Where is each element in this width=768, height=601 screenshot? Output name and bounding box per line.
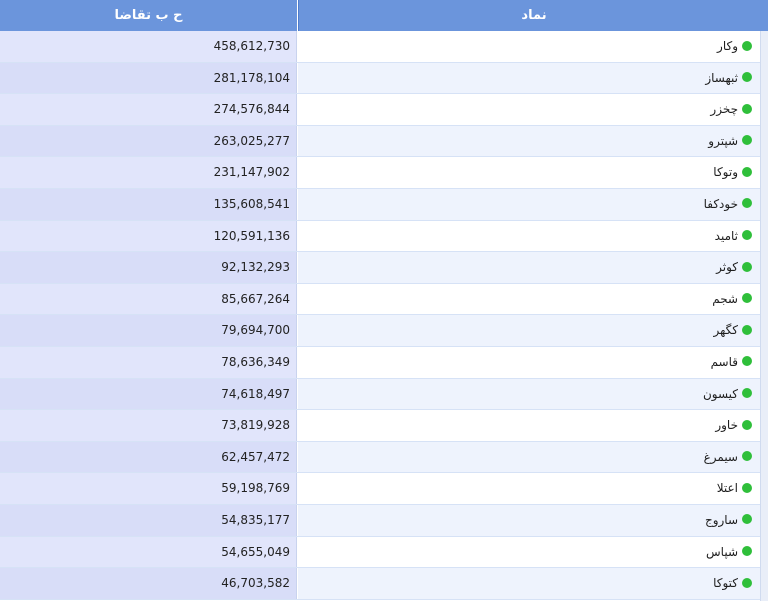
symbol-name: وکار	[717, 39, 738, 53]
table-body: 458,612,730 وکار 281,178,104 ثبهساز 274,576,…	[0, 31, 768, 600]
demand-value-cell: 120,591,136	[0, 220, 297, 252]
demand-value-cell: 458,612,730	[0, 31, 297, 62]
table-row[interactable]: 85,667,264 شجم	[0, 283, 768, 316]
table-row[interactable]: 231,147,902 وتوکا	[0, 157, 768, 189]
status-dot-icon	[742, 324, 752, 335]
demand-value-cell: 54,655,049	[0, 536, 297, 568]
symbol-name: کیسون	[702, 386, 738, 401]
demand-value-cell: 78,636,349	[0, 346, 297, 378]
symbol-name: سیمرغ	[703, 449, 738, 464]
table-row[interactable]: 274,576,844 چخزر	[0, 94, 768, 126]
status-dot-icon	[742, 451, 752, 462]
symbol-cell[interactable]: وتوکا	[298, 157, 760, 188]
symbol-name: اعتلا	[716, 481, 738, 496]
demand-value-cell: 263,025,277	[0, 125, 297, 157]
table-row[interactable]: 78,636,349 قاسم	[0, 346, 768, 379]
symbol-cell[interactable]: کتوکا	[298, 568, 760, 599]
table-row[interactable]: 92,132,293 کوثر	[0, 252, 768, 284]
symbol-name: ثامید	[714, 228, 738, 243]
symbol-cell[interactable]: ساروج	[298, 504, 760, 536]
symbol-cell[interactable]: سیمرغ	[298, 441, 760, 473]
table-row[interactable]: 79,694,700 کگهر	[0, 315, 768, 347]
status-dot-icon	[742, 261, 752, 272]
table-row[interactable]: 135,608,541 خودکفا	[0, 188, 768, 221]
table-row[interactable]: 54,835,177 ساروج	[0, 504, 768, 537]
symbol-cell[interactable]: کگهر	[298, 315, 760, 346]
status-dot-icon	[742, 388, 752, 399]
status-dot-icon	[742, 135, 752, 146]
status-dot-icon	[742, 514, 752, 525]
symbol-cell[interactable]: خودکفا	[298, 188, 760, 220]
scrollbar-track[interactable]	[760, 31, 768, 601]
symbol-name: کوثر	[716, 260, 738, 275]
status-dot-icon	[742, 72, 752, 83]
symbol-cell[interactable]: کیسون	[298, 378, 760, 410]
symbol-cell[interactable]: شپاس	[298, 536, 760, 568]
symbol-name: ثبهساز	[705, 70, 738, 85]
demand-value-cell: 46,703,582	[0, 568, 297, 599]
symbol-name: شجم	[712, 291, 738, 306]
symbol-cell[interactable]: شپترو	[298, 125, 760, 157]
symbol-cell[interactable]: کوثر	[298, 252, 760, 283]
symbol-cell[interactable]: قاسم	[298, 346, 760, 378]
table-row[interactable]: 263,025,277 شپترو	[0, 125, 768, 158]
symbol-name: قاسم	[710, 354, 738, 369]
status-dot-icon	[742, 577, 752, 588]
symbol-name: خاور	[715, 418, 738, 433]
demand-value-cell: 85,667,264	[0, 283, 297, 315]
table-row[interactable]: 46,703,582 کتوکا	[0, 568, 768, 600]
symbol-name: کگهر	[713, 323, 739, 338]
symbol-cell[interactable]: ثامید	[298, 220, 760, 252]
symbol-name: خودکفا	[703, 196, 738, 211]
demand-value-cell: 92,132,293	[0, 252, 297, 283]
demand-value-cell: 74,618,497	[0, 378, 297, 410]
table-row[interactable]: 120,591,136 ثامید	[0, 220, 768, 253]
symbol-cell[interactable]: شجم	[298, 283, 760, 315]
symbol-name: چخزر	[710, 102, 738, 117]
symbol-cell[interactable]: ثبهساز	[298, 62, 760, 94]
demand-value-cell: 59,198,769	[0, 473, 297, 504]
symbol-cell[interactable]: وکار	[298, 31, 760, 62]
symbol-cell[interactable]: خاور	[298, 410, 760, 441]
demand-value-cell: 54,835,177	[0, 504, 297, 536]
table-row[interactable]: 54,655,049 شپاس	[0, 536, 768, 569]
demand-value-cell: 79,694,700	[0, 315, 297, 346]
status-dot-icon	[742, 103, 752, 114]
symbol-name: وتوکا	[713, 165, 738, 180]
status-dot-icon	[742, 198, 752, 209]
table-row[interactable]: 281,178,104 ثبهساز	[0, 62, 768, 95]
symbol-cell[interactable]: اعتلا	[298, 473, 760, 504]
symbol-name: شپترو	[708, 133, 738, 148]
status-dot-icon	[742, 230, 752, 241]
status-dot-icon	[742, 40, 752, 51]
symbol-cell[interactable]: چخزر	[298, 94, 760, 125]
symbol-name: ساروج	[704, 512, 738, 527]
demand-value-cell: 281,178,104	[0, 62, 297, 94]
table-row[interactable]: 62,457,472 سیمرغ	[0, 441, 768, 474]
demand-value-cell: 62,457,472	[0, 441, 297, 473]
status-dot-icon	[742, 166, 752, 177]
table-row[interactable]: 458,612,730 وکار	[0, 31, 768, 63]
table-row[interactable]: 73,819,928 خاور	[0, 410, 768, 442]
demand-value-cell: 231,147,902	[0, 157, 297, 188]
column-header-symbol[interactable]: نماد	[298, 0, 768, 31]
status-dot-icon	[742, 482, 752, 493]
status-dot-icon	[742, 419, 752, 430]
status-dot-icon	[742, 356, 752, 367]
status-dot-icon	[742, 546, 752, 556]
symbol-name: کتوکا	[713, 576, 738, 591]
column-header-demand-value[interactable]: ح ب تقاضا	[0, 0, 297, 31]
demand-value-cell: 135,608,541	[0, 188, 297, 220]
demand-value-cell: 274,576,844	[0, 94, 297, 125]
symbol-name: شپاس	[706, 544, 738, 559]
status-dot-icon	[742, 293, 752, 304]
table-row[interactable]: 59,198,769 اعتلا	[0, 473, 768, 505]
table-row[interactable]: 74,618,497 کیسون	[0, 378, 768, 411]
demand-value-cell: 73,819,928	[0, 410, 297, 441]
